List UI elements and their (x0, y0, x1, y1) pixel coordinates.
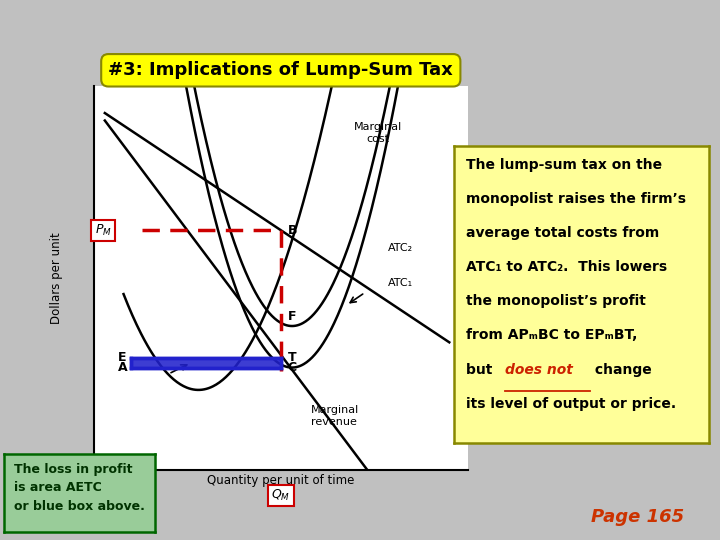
Text: Dollars per unit: Dollars per unit (50, 232, 63, 324)
Text: T: T (287, 352, 296, 365)
Text: A: A (118, 361, 127, 374)
Text: F: F (287, 310, 296, 323)
Text: Marginal
cost: Marginal cost (354, 123, 402, 144)
X-axis label: Quantity per unit of time: Quantity per unit of time (207, 474, 354, 487)
Text: the monopolist’s profit: the monopolist’s profit (467, 294, 647, 308)
Text: The loss in profit
is area AETC
or blue box above.: The loss in profit is area AETC or blue … (14, 463, 145, 513)
Title: #3: Implications of Lump-Sum Tax: #3: Implications of Lump-Sum Tax (109, 61, 453, 79)
Text: The lump-sum tax on the: The lump-sum tax on the (467, 158, 662, 172)
Text: Marginal
revenue: Marginal revenue (311, 406, 359, 427)
Text: but: but (467, 363, 498, 376)
Text: Page 165: Page 165 (590, 509, 684, 526)
Text: change: change (590, 363, 652, 376)
Text: average total costs from: average total costs from (467, 226, 660, 240)
Text: its level of output or price.: its level of output or price. (467, 397, 677, 411)
Text: B: B (287, 224, 297, 237)
Text: $P_M$: $P_M$ (94, 222, 112, 238)
Polygon shape (131, 358, 281, 368)
Text: $Q_M$: $Q_M$ (271, 488, 290, 503)
Text: ATC₁: ATC₁ (387, 278, 413, 288)
Text: from APₘBC to EPₘBT,: from APₘBC to EPₘBT, (467, 328, 638, 342)
Text: C: C (287, 361, 297, 374)
Text: monopolist raises the firm’s: monopolist raises the firm’s (467, 192, 686, 206)
Text: does not: does not (505, 363, 572, 376)
Text: ATC₂: ATC₂ (387, 243, 413, 253)
Text: E: E (118, 352, 127, 365)
Text: ATC₁ to ATC₂.  This lowers: ATC₁ to ATC₂. This lowers (467, 260, 667, 274)
